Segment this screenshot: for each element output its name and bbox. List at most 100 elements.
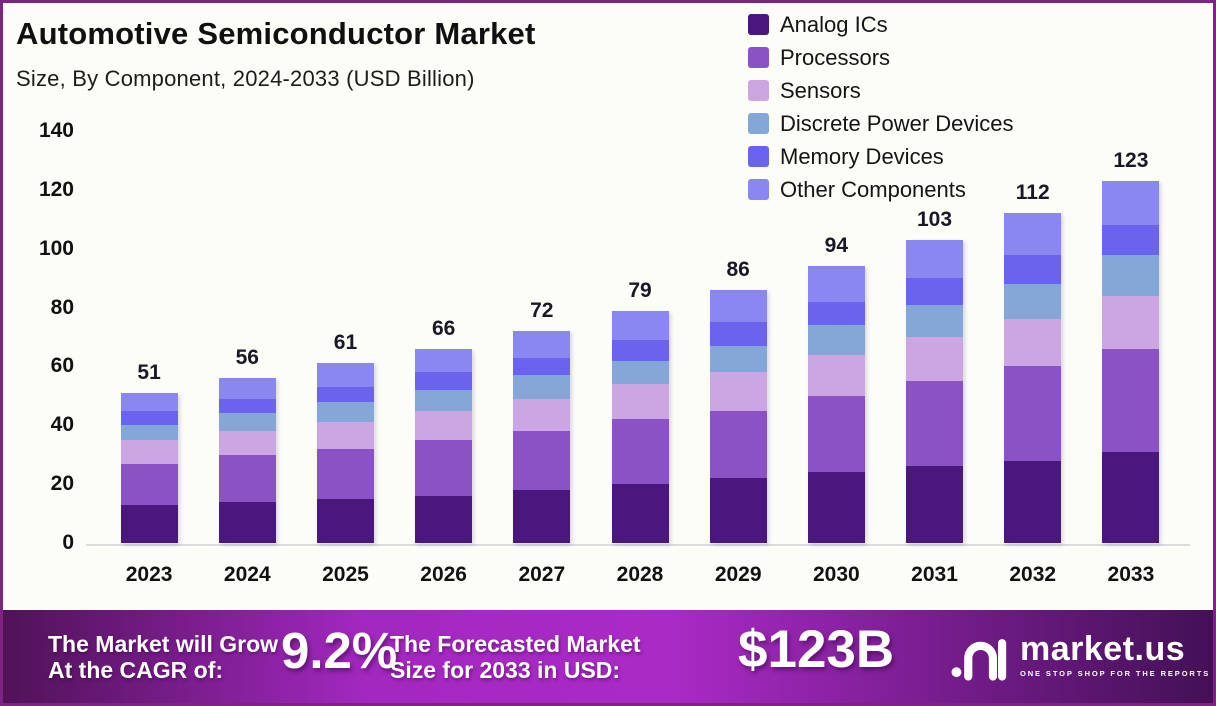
bar-2027-segment-other-components xyxy=(513,331,571,358)
bar-2028-segment-discrete-power-devices xyxy=(611,360,669,385)
bar-2033 xyxy=(1102,181,1160,543)
bar-2029-segment-analog-ics xyxy=(709,478,767,543)
bar-2032-segment-discrete-power-devices xyxy=(1004,284,1062,320)
bar-total-label-2030: 94 xyxy=(824,234,849,258)
bar-2032-segment-analog-ics xyxy=(1004,460,1062,543)
bar-2030-segment-discrete-power-devices xyxy=(807,325,865,355)
bar-2033-segment-sensors xyxy=(1102,295,1160,349)
bar-2030-segment-memory-devices xyxy=(807,301,865,326)
legend-label: Sensors xyxy=(780,78,861,103)
x-axis-label-2026: 2026 xyxy=(420,563,467,586)
bar-2029-segment-other-components xyxy=(709,289,767,323)
bar-2030-segment-sensors xyxy=(807,354,865,396)
bar-total-label-2024: 56 xyxy=(235,346,259,370)
bar-2023-segment-sensors xyxy=(120,439,178,464)
bar-2032-segment-memory-devices xyxy=(1004,254,1062,284)
brand-tagline: ONE STOP SHOP FOR THE REPORTS xyxy=(1020,669,1211,678)
x-axis-label-2028: 2028 xyxy=(616,563,664,586)
bar-2026-segment-discrete-power-devices xyxy=(415,389,473,411)
bar-2033-segment-processors xyxy=(1102,348,1160,452)
x-axis-label-2029: 2029 xyxy=(714,563,762,586)
x-axis-label-2023: 2023 xyxy=(125,563,173,586)
bar-2030-segment-analog-ics xyxy=(807,472,865,543)
bar-2033-segment-discrete-power-devices xyxy=(1102,254,1160,296)
cagr-label-line2: At the CAGR of: xyxy=(48,657,224,683)
bar-2026-segment-memory-devices xyxy=(415,372,473,390)
y-axis-tick-60: 60 xyxy=(50,354,74,378)
bar-total-label-2028: 79 xyxy=(628,278,652,302)
bar-total-label-2029: 86 xyxy=(726,257,750,281)
forecast-label: The Forecasted Market Size for 2033 in U… xyxy=(390,631,641,683)
bar-2023-segment-discrete-power-devices xyxy=(120,425,178,440)
bar-2028-segment-memory-devices xyxy=(611,339,669,361)
bar-total-label-2027: 72 xyxy=(530,299,554,323)
legend-item-processors: Processors xyxy=(748,45,1014,70)
bar-2027-segment-memory-devices xyxy=(513,357,571,376)
y-axis-tick-80: 80 xyxy=(50,295,74,319)
bar-2025-segment-sensors xyxy=(316,422,374,449)
legend-label: Analog ICs xyxy=(780,12,888,37)
bottom-banner: The Market will Grow At the CAGR of: 9.2… xyxy=(0,610,1216,706)
bar-2032-segment-sensors xyxy=(1004,319,1062,367)
bar-total-label-2026: 66 xyxy=(431,316,456,340)
bar-2027-segment-analog-ics xyxy=(513,489,571,543)
forecast-value: $123B xyxy=(738,620,895,679)
bar-2033-segment-memory-devices xyxy=(1102,225,1160,255)
bar-total-label-2032: 112 xyxy=(1015,181,1050,205)
legend-item-sensors: Sensors xyxy=(748,78,1014,103)
legend-item-discrete-power-devices: Discrete Power Devices xyxy=(748,111,1014,136)
bar-2023-segment-memory-devices xyxy=(120,410,178,426)
bar-2029 xyxy=(709,289,767,543)
bar-2025-segment-processors xyxy=(316,448,374,499)
bar-2023 xyxy=(120,392,178,543)
bar-2023-segment-processors xyxy=(120,463,178,505)
cagr-label: The Market will Grow At the CAGR of: xyxy=(48,631,278,683)
bar-2026-segment-analog-ics xyxy=(415,495,473,543)
y-axis-tick-100: 100 xyxy=(38,236,74,260)
x-axis-label-2027: 2027 xyxy=(518,563,566,586)
bar-2030-segment-other-components xyxy=(807,266,865,302)
bar-2033-segment-other-components xyxy=(1102,181,1160,226)
bar-2026 xyxy=(415,348,473,543)
x-axis-label-2025: 2025 xyxy=(322,563,369,586)
legend-label: Discrete Power Devices xyxy=(780,111,1014,136)
legend-swatch-analog-ics xyxy=(748,14,769,35)
bar-2032-segment-other-components xyxy=(1004,213,1062,255)
bar-2028-segment-processors xyxy=(611,419,669,485)
x-axis-label-2030: 2030 xyxy=(813,563,860,586)
bar-total-label-2031: 103 xyxy=(917,207,953,231)
bar-total-label-2023: 51 xyxy=(137,360,161,384)
legend-item-analog-ics: Analog ICs xyxy=(748,12,1014,37)
bar-2025-segment-other-components xyxy=(316,363,374,388)
bar-2025-segment-memory-devices xyxy=(316,387,374,402)
bar-2028 xyxy=(611,310,669,543)
forecast-label-line2: Size for 2033 in USD: xyxy=(390,657,621,683)
bar-2023-segment-other-components xyxy=(120,392,178,411)
bar-2027 xyxy=(513,331,571,543)
brand-logo: market.us ONE STOP SHOP FOR THE REPORTS xyxy=(950,629,1210,681)
bar-2026-segment-other-components xyxy=(415,348,473,373)
bar-2029-segment-processors xyxy=(709,410,767,479)
bar-2024-segment-other-components xyxy=(218,378,276,399)
bar-2024-segment-analog-ics xyxy=(218,501,276,543)
y-axis-tick-120: 120 xyxy=(38,177,74,201)
y-axis-tick-40: 40 xyxy=(50,413,74,437)
chart-title: Automotive Semiconductor Market xyxy=(16,16,536,51)
legend-item-memory-devices: Memory Devices xyxy=(748,146,1014,168)
bar-2031-segment-other-components xyxy=(906,239,964,279)
bar-2025-segment-discrete-power-devices xyxy=(316,401,374,423)
bar-2031-segment-sensors xyxy=(906,336,964,382)
chart-subtitle: Size, By Component, 2024-2033 (USD Billi… xyxy=(16,66,475,91)
bar-2027-segment-discrete-power-devices xyxy=(513,375,571,399)
forecast-label-line1: The Forecasted Market xyxy=(390,631,641,657)
x-axis-label-2033: 2033 xyxy=(1107,563,1155,586)
brand-name: market.us xyxy=(1020,630,1186,668)
y-axis-tick-0: 0 xyxy=(62,531,74,554)
bar-2030 xyxy=(807,266,865,543)
bar-2028-segment-other-components xyxy=(611,310,669,340)
legend-swatch-discrete-power-devices xyxy=(748,113,769,134)
bar-2030-segment-processors xyxy=(807,395,865,473)
bar-2024-segment-memory-devices xyxy=(218,398,276,414)
legend-label: Processors xyxy=(780,45,891,70)
y-axis-tick-140: 140 xyxy=(38,119,74,142)
